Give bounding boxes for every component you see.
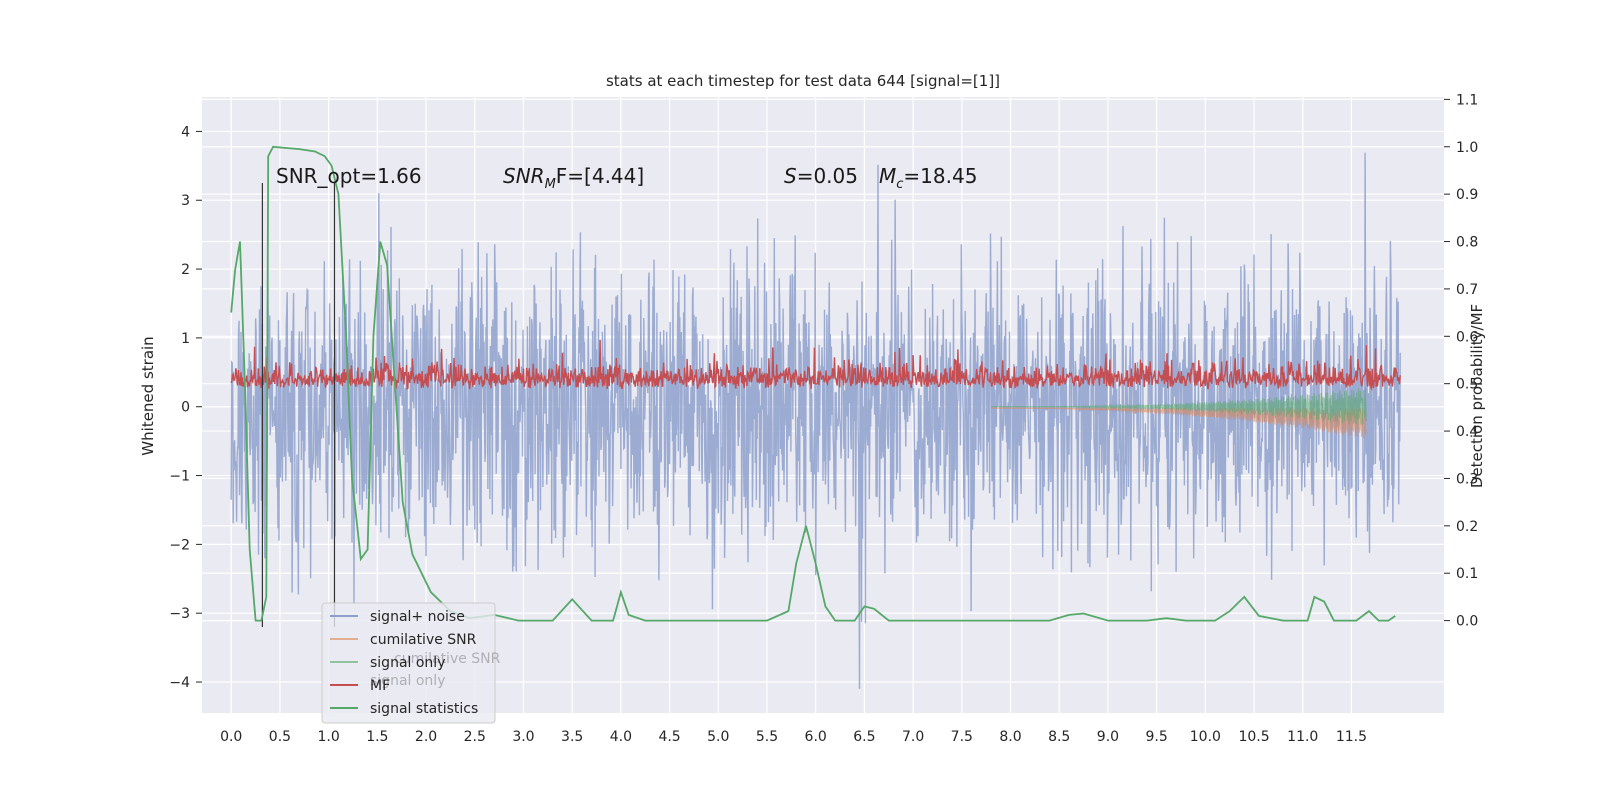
annotation-snr-mf-rest: F=[4.44] — [556, 164, 644, 188]
chart-title: stats at each timestep for test data 644… — [606, 72, 1000, 90]
mf-series — [230, 339, 1401, 392]
y-tick-label: 3 — [181, 193, 190, 209]
x-tick-label: 5.0 — [707, 729, 729, 745]
y2-axis-title: Detection probability/MF — [1468, 304, 1486, 488]
axes-ticks: 0.0 0.5 1.0 1.5 2.0 2.5 3.0 3.5 4.0 4.5 5.0 5.5 6.0 6… — [169, 92, 1478, 745]
legend-label-signal-statistics: signal statistics — [370, 701, 478, 717]
annotation-mc-prefix: M — [879, 164, 896, 188]
x-tick-label: 0.5 — [269, 729, 291, 745]
signal-only-line — [991, 387, 1367, 425]
y2-tick-label: 0.5 — [1456, 377, 1478, 393]
x-tick-label: 5.5 — [756, 729, 778, 745]
y-tick-label: −4 — [169, 675, 190, 691]
y-tick-label: −2 — [169, 537, 190, 553]
x-tick-label: 10.0 — [1190, 729, 1221, 745]
y2-tick-label: 0.6 — [1456, 329, 1478, 345]
x-tick-label: 4.0 — [610, 729, 632, 745]
x-tick-label: 1.0 — [318, 729, 340, 745]
annotation-snr-mf: SNRMF=[4.44] — [503, 164, 644, 192]
annotation-mc-value: =18.45 — [903, 164, 977, 188]
x-tick-label: 3.5 — [561, 729, 583, 745]
signal-noise-line — [230, 152, 1401, 689]
y-tick-label: 1 — [181, 331, 190, 347]
y2-tick-label: 1.0 — [1456, 140, 1478, 156]
annotation-snr-opt: SNR_opt=1.66 — [276, 164, 422, 188]
legend-box — [321, 602, 496, 724]
y-axis-title: Whitened strain — [139, 336, 157, 455]
signal-only-series — [991, 387, 1367, 425]
marker-lines — [261, 183, 336, 627]
x-tick-label: 2.0 — [415, 729, 437, 745]
legend-label-mf: MF — [370, 678, 390, 694]
signal-noise-series — [230, 152, 1401, 689]
legend-label-signal-only: signal only — [370, 655, 445, 671]
x-tick-label: 2.5 — [464, 729, 486, 745]
annotation-s: S=0.05 — [784, 164, 858, 188]
x-tick-label: 6.0 — [805, 729, 827, 745]
annotation-mc: Mc=18.45 — [879, 164, 977, 192]
legend-label-cum-snr: cumilative SNR — [370, 632, 477, 648]
y-tick-label: −1 — [169, 469, 190, 485]
legend: signal only cumilative SNR signal+ noise… — [321, 602, 501, 724]
y-tick-label: 4 — [181, 124, 190, 140]
annotation-mc-sub: c — [896, 177, 903, 192]
x-tick-label: 7.5 — [951, 729, 973, 745]
x-tick-label: 8.0 — [999, 729, 1021, 745]
x-tick-label: 11.0 — [1287, 729, 1318, 745]
x-tick-label: 0.0 — [220, 729, 242, 745]
x-tick-label: 3.0 — [512, 729, 534, 745]
x-tick-label: 4.5 — [658, 729, 680, 745]
annotation-snr-mf-prefix: SNR — [503, 164, 545, 188]
y2-tick-label: 0.2 — [1456, 519, 1478, 535]
y2-tick-label: 1.1 — [1456, 92, 1478, 108]
y-tick-label: 0 — [181, 400, 190, 416]
annotation-s-value: =0.05 — [797, 164, 858, 188]
x-tick-label: 6.5 — [853, 729, 875, 745]
legend-ghost-cum-snr: cumilative SNR — [394, 651, 501, 667]
x-tick-label: 9.5 — [1146, 729, 1168, 745]
annotation-snr-mf-sub: M — [545, 177, 556, 192]
y2-tick-label: 0.1 — [1456, 566, 1478, 582]
y2-tick-label: 0.9 — [1456, 187, 1478, 203]
y2-tick-label: 0.7 — [1456, 282, 1478, 298]
y-tick-label: −3 — [169, 606, 190, 622]
signal-statistics-line — [230, 145, 1396, 622]
legend-ghost-signal-only: signal only — [370, 673, 445, 689]
x-tick-label: 1.5 — [366, 729, 388, 745]
y2-tick-label: 0.0 — [1456, 614, 1478, 630]
mf-line — [230, 339, 1401, 392]
x-tick-label: 7.0 — [902, 729, 924, 745]
annotation-s-prefix: S — [784, 164, 797, 188]
legend-label-signal-noise: signal+ noise — [370, 609, 465, 625]
x-tick-label: 10.5 — [1238, 729, 1269, 745]
signal-statistics-series — [230, 145, 1396, 622]
x-tick-label: 8.5 — [1048, 729, 1070, 745]
y2-tick-label: 0.8 — [1456, 235, 1478, 251]
x-tick-label: 11.5 — [1336, 729, 1367, 745]
y2-tick-label: 0.4 — [1456, 424, 1478, 440]
x-tick-label: 9.0 — [1097, 729, 1119, 745]
y2-tick-label: 0.3 — [1456, 471, 1478, 487]
y-tick-label: 2 — [181, 262, 190, 278]
